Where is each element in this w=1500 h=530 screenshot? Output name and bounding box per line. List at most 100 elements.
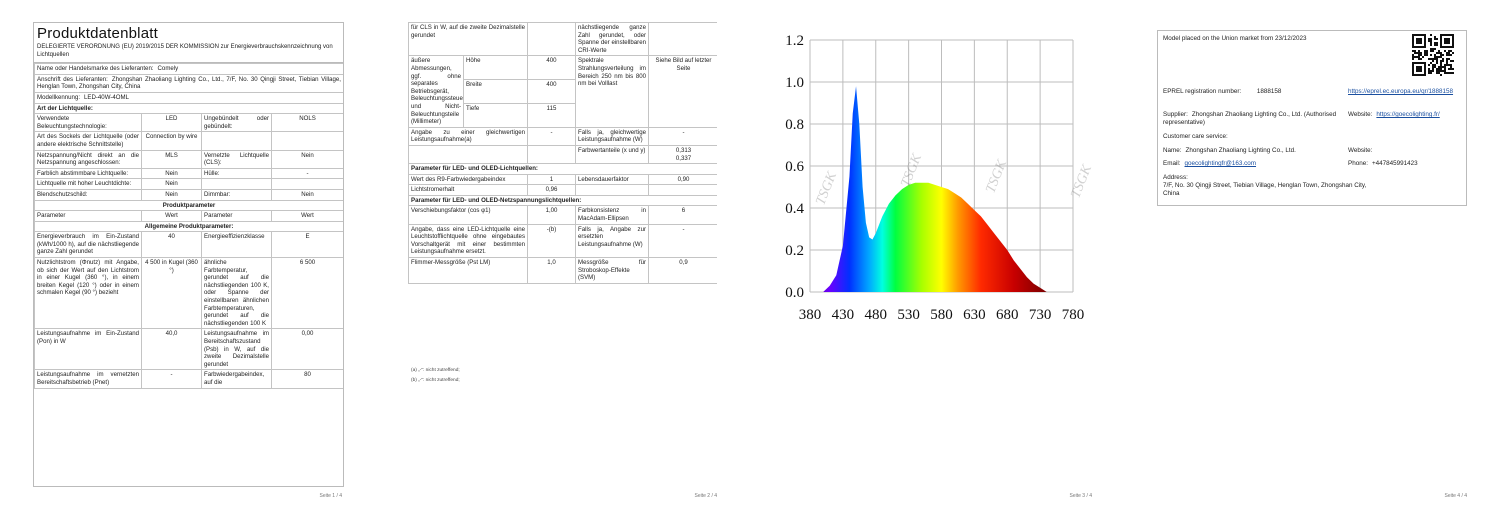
table-cell: 0,90 [648,173,717,186]
qr-module [1434,56,1436,58]
x-tick-label: 780 [1062,307,1085,323]
qr-module [1440,66,1442,68]
qr-module [1446,60,1448,62]
label: Email: [1163,160,1181,167]
table-cell: E [271,231,343,259]
qr-module [1422,56,1424,58]
qr-module [1438,70,1440,72]
qr-module [1422,46,1424,48]
qr-module [1452,46,1454,48]
qr-module [1412,36,1414,38]
table-row: Art der Lichtquelle: [34,102,343,115]
qr-module [1412,56,1414,58]
label: Website: [1348,111,1373,118]
eprel-link[interactable]: https://eprel.ec.europa.eu/qr/1888158 [1348,88,1454,95]
qr-module [1414,46,1416,48]
page-4: Model placed on the Union market from 23… [1125,0,1500,530]
empty-cell [201,178,272,190]
qr-code [1412,34,1454,76]
email-row: Email: goecolightingfr@163.com [1163,160,1343,168]
table-row: Anschrift des Lieferanten: Zhongshan Zhao… [34,73,343,93]
qr-module [1420,62,1422,64]
empty-cell [575,184,649,196]
x-tick-label: 580 [930,307,953,323]
qr-module [1446,58,1448,60]
qr-module [1414,50,1416,52]
qr-module [1420,68,1422,70]
cell-value: LED-40W-4OML [84,93,129,101]
table-row: Nutzlichtstrom (Φnutz) mit Angabe, ob si… [34,257,343,330]
table-cell: Verschiebungsfaktor (cos φ1) [408,205,528,225]
qr-module [1424,34,1426,36]
table-row: Verschiebungsfaktor (cos φ1) 1,00 Farbkons… [408,205,717,225]
qr-module [1416,70,1418,72]
qr-module [1442,66,1444,68]
table-cell: 0,96 [527,184,576,196]
table-cell: Angabe, dass eine LED-Lichtquelle eine L… [408,223,528,259]
table-row: Verwendete Beleuchtungstechnologie: LED Un… [34,113,343,133]
qr-module [1450,34,1452,36]
website-link[interactable]: https://goecolighting.fr/ [1376,111,1440,118]
qr-module [1448,46,1450,48]
qr-module [1448,64,1450,66]
qr-module [1440,38,1442,40]
qr-module [1444,70,1446,72]
supplier-row: Supplier: Zhongshan Zhaoliang Lighting Co… [1163,111,1343,127]
qr-module [1418,50,1420,52]
qr-module [1430,40,1432,42]
table-cell: Lichtstromerhalt [408,184,528,196]
qr-module [1418,58,1420,60]
qr-module [1436,44,1438,46]
qr-module [1418,56,1420,58]
footnote: (b) „-“: nicht zutreffend; [411,378,460,383]
qr-module [1416,52,1418,54]
qr-module [1434,44,1436,46]
table-cell: 4 500 in Kugel (360 °) [141,257,202,330]
qr-module [1450,46,1452,48]
table-cell: Connection by wire [141,131,202,151]
qr-module [1438,50,1440,52]
table-row: äußere Abmessungen, ggf. ohne separates … [408,55,717,128]
qr-module [1420,54,1422,56]
watermark: TSGK [813,169,840,207]
y-tick-label: 0.2 [785,243,804,259]
qr-module [1452,40,1454,42]
label: Name: [1163,147,1182,154]
qr-module [1438,52,1440,54]
qr-module [1418,34,1420,36]
table-cell: NOLS [271,113,343,133]
table-cell: Siehe Bild auf letzter Seite [648,55,717,128]
qr-module [1414,74,1416,76]
qr-module [1446,72,1448,74]
qr-module [1416,42,1418,44]
qr-module [1420,52,1422,54]
table-cell: Energieeffizienzklasse [201,231,272,259]
qr-module [1416,66,1418,68]
qr-module [1412,34,1414,36]
qr-module [1418,42,1420,44]
table-cell: Hülle: [201,167,272,180]
qr-module [1442,54,1444,56]
qr-module [1420,74,1422,76]
empty-cell [408,144,528,165]
table-cell: Farbwertanteile (x und y) [575,144,649,165]
table-cell: Wert des R9-Farbwiedergabeindex [408,173,528,186]
cell-value: Comely [157,65,179,73]
qr-module [1434,48,1436,50]
table-cell: - [527,126,576,146]
qr-module [1412,50,1414,52]
qr-module [1430,58,1432,60]
qr-module [1424,54,1426,56]
qr-module [1450,66,1452,68]
table-cell: Parameter für LED- und OLED-Netzspannung… [408,194,717,207]
table-row: Farbwertanteile (x und y) 0,313 0,337 [408,144,717,165]
qr-module [1418,54,1420,56]
qr-module [1424,70,1426,72]
qr-module [1440,60,1442,62]
table-row: für CLS in W, auf die zweite Dezimalstel… [408,22,717,57]
page-3: 0.0 0.2 0.4 0.6 0.8 1.0 1.2 380 430 480 530 580 630 6… [750,0,1125,530]
table-cell: äußere Abmessungen, ggf. ohne separates … [408,55,464,128]
qr-module [1440,54,1442,56]
email-link[interactable]: goecolightingfr@163.com [1184,160,1257,167]
qr-module [1418,74,1420,76]
